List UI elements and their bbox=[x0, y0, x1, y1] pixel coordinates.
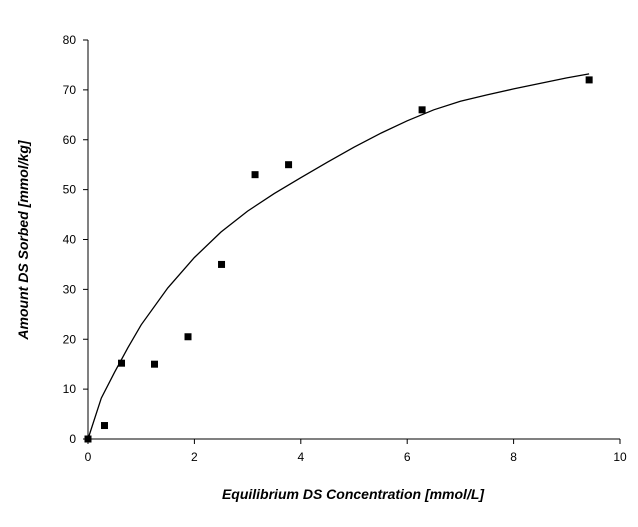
fit-curve bbox=[87, 73, 590, 440]
y-tick-label: 30 bbox=[63, 282, 77, 296]
x-tick-label: 6 bbox=[404, 450, 411, 464]
data-point bbox=[100, 422, 108, 430]
y-tick-label: 50 bbox=[63, 183, 77, 197]
x-tick-label: 2 bbox=[191, 450, 198, 464]
y-tick-label: 0 bbox=[69, 432, 76, 446]
data-point bbox=[151, 360, 158, 368]
data-point bbox=[218, 260, 226, 268]
x-tick-label: 0 bbox=[85, 450, 92, 464]
y-tick-label: 40 bbox=[63, 233, 77, 247]
y-tick-label: 80 bbox=[63, 33, 77, 47]
x-tick-label: 8 bbox=[510, 450, 517, 464]
y-tick-label: 10 bbox=[63, 382, 77, 396]
data-point bbox=[184, 333, 192, 341]
y-axis-title: Amount DS Sorbed [mmol/kg] bbox=[15, 139, 31, 340]
x-tick-label: 10 bbox=[613, 450, 627, 464]
data-point bbox=[285, 161, 293, 169]
y-tick-label: 20 bbox=[63, 332, 77, 346]
data-point bbox=[84, 435, 92, 443]
y-tick-label: 70 bbox=[63, 83, 77, 97]
data-point bbox=[118, 359, 126, 367]
data-point bbox=[251, 171, 259, 179]
x-axis-title: Equilibrium DS Concentration [mmol/L] bbox=[222, 486, 485, 502]
y-tick-label: 60 bbox=[63, 133, 77, 147]
data-point bbox=[418, 106, 426, 114]
plot-area: 0 10 20 30 40 50 60 70 80 0 2 4 6 8 10 bbox=[63, 33, 627, 464]
x-tick-label: 4 bbox=[297, 450, 304, 464]
data-point bbox=[585, 76, 593, 84]
